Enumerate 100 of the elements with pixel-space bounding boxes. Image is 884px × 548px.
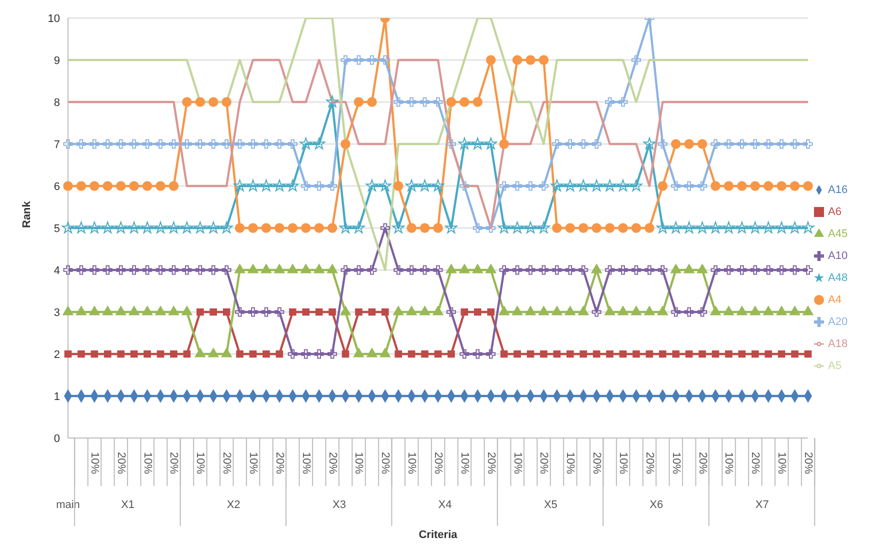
point — [144, 350, 151, 358]
point — [526, 181, 536, 191]
point — [394, 265, 404, 275]
point — [366, 180, 378, 192]
point — [591, 264, 602, 274]
point — [803, 181, 813, 191]
point — [340, 265, 350, 275]
point — [88, 222, 101, 234]
point — [460, 181, 470, 191]
point — [670, 264, 682, 274]
point — [750, 139, 760, 149]
point — [312, 138, 326, 150]
point — [538, 55, 549, 65]
x-tick-label: 10% — [300, 452, 312, 474]
point — [367, 97, 377, 107]
x-tick-label: 10% — [352, 452, 365, 474]
point — [684, 139, 694, 149]
point — [446, 139, 456, 149]
point — [460, 308, 468, 316]
x-axis-title: Criteria — [418, 529, 458, 541]
point — [487, 308, 495, 316]
y-axis-title: Rank — [20, 200, 33, 228]
point — [565, 265, 575, 275]
point — [64, 350, 72, 358]
point — [538, 222, 550, 234]
point — [565, 223, 576, 233]
point — [710, 139, 720, 149]
point — [300, 138, 312, 150]
x-tick-label: 20% — [273, 452, 286, 474]
point — [260, 180, 272, 192]
point — [314, 349, 324, 359]
legend-label: A48 — [828, 272, 848, 284]
point — [129, 265, 139, 275]
x-tick-label: 10% — [722, 452, 735, 474]
point — [314, 223, 324, 233]
point — [737, 265, 747, 275]
point — [355, 308, 362, 316]
legend-label: A16 — [828, 184, 848, 196]
point — [340, 306, 351, 316]
point — [751, 350, 759, 358]
point — [564, 180, 576, 192]
point — [538, 265, 548, 275]
point — [288, 139, 298, 149]
point — [286, 180, 299, 192]
point — [578, 139, 588, 149]
point — [114, 222, 128, 234]
point — [460, 97, 470, 107]
point — [498, 306, 510, 316]
point — [340, 139, 350, 149]
point — [448, 350, 455, 358]
x-tick-label: 20% — [538, 452, 550, 474]
point — [775, 222, 788, 234]
y-tick-label: 6 — [54, 180, 60, 193]
point — [261, 223, 272, 233]
y-tick-label: 2 — [54, 348, 60, 361]
point — [684, 307, 694, 317]
point — [738, 350, 746, 358]
point — [670, 222, 682, 234]
point — [90, 350, 98, 358]
point — [194, 222, 206, 234]
point — [696, 222, 708, 234]
point — [697, 139, 708, 149]
point — [248, 223, 258, 233]
point — [552, 223, 562, 233]
point — [168, 181, 179, 191]
point — [116, 265, 126, 275]
x-tick-label: 10% — [141, 452, 154, 474]
point — [380, 348, 390, 358]
text: X2 — [226, 499, 240, 511]
point — [183, 350, 191, 358]
point — [763, 181, 774, 191]
point — [420, 265, 430, 275]
point — [459, 264, 470, 274]
point — [406, 97, 416, 107]
point — [208, 97, 218, 107]
point — [406, 223, 416, 233]
point — [724, 265, 734, 275]
point — [803, 139, 813, 149]
point — [776, 265, 786, 275]
point — [129, 139, 139, 149]
point — [552, 139, 562, 149]
point — [262, 350, 270, 358]
point — [776, 139, 786, 149]
point — [658, 181, 668, 191]
point — [606, 350, 614, 358]
point — [154, 222, 167, 234]
point — [210, 308, 218, 316]
point — [421, 350, 428, 358]
point — [130, 350, 138, 358]
point — [764, 265, 774, 275]
point — [592, 350, 600, 358]
point — [656, 222, 669, 234]
point — [616, 180, 630, 192]
point — [353, 348, 364, 358]
point — [156, 265, 166, 275]
point — [631, 223, 642, 233]
point — [499, 181, 509, 191]
point — [565, 139, 575, 149]
point — [102, 265, 112, 275]
x-tick-label: 10% — [564, 452, 576, 474]
